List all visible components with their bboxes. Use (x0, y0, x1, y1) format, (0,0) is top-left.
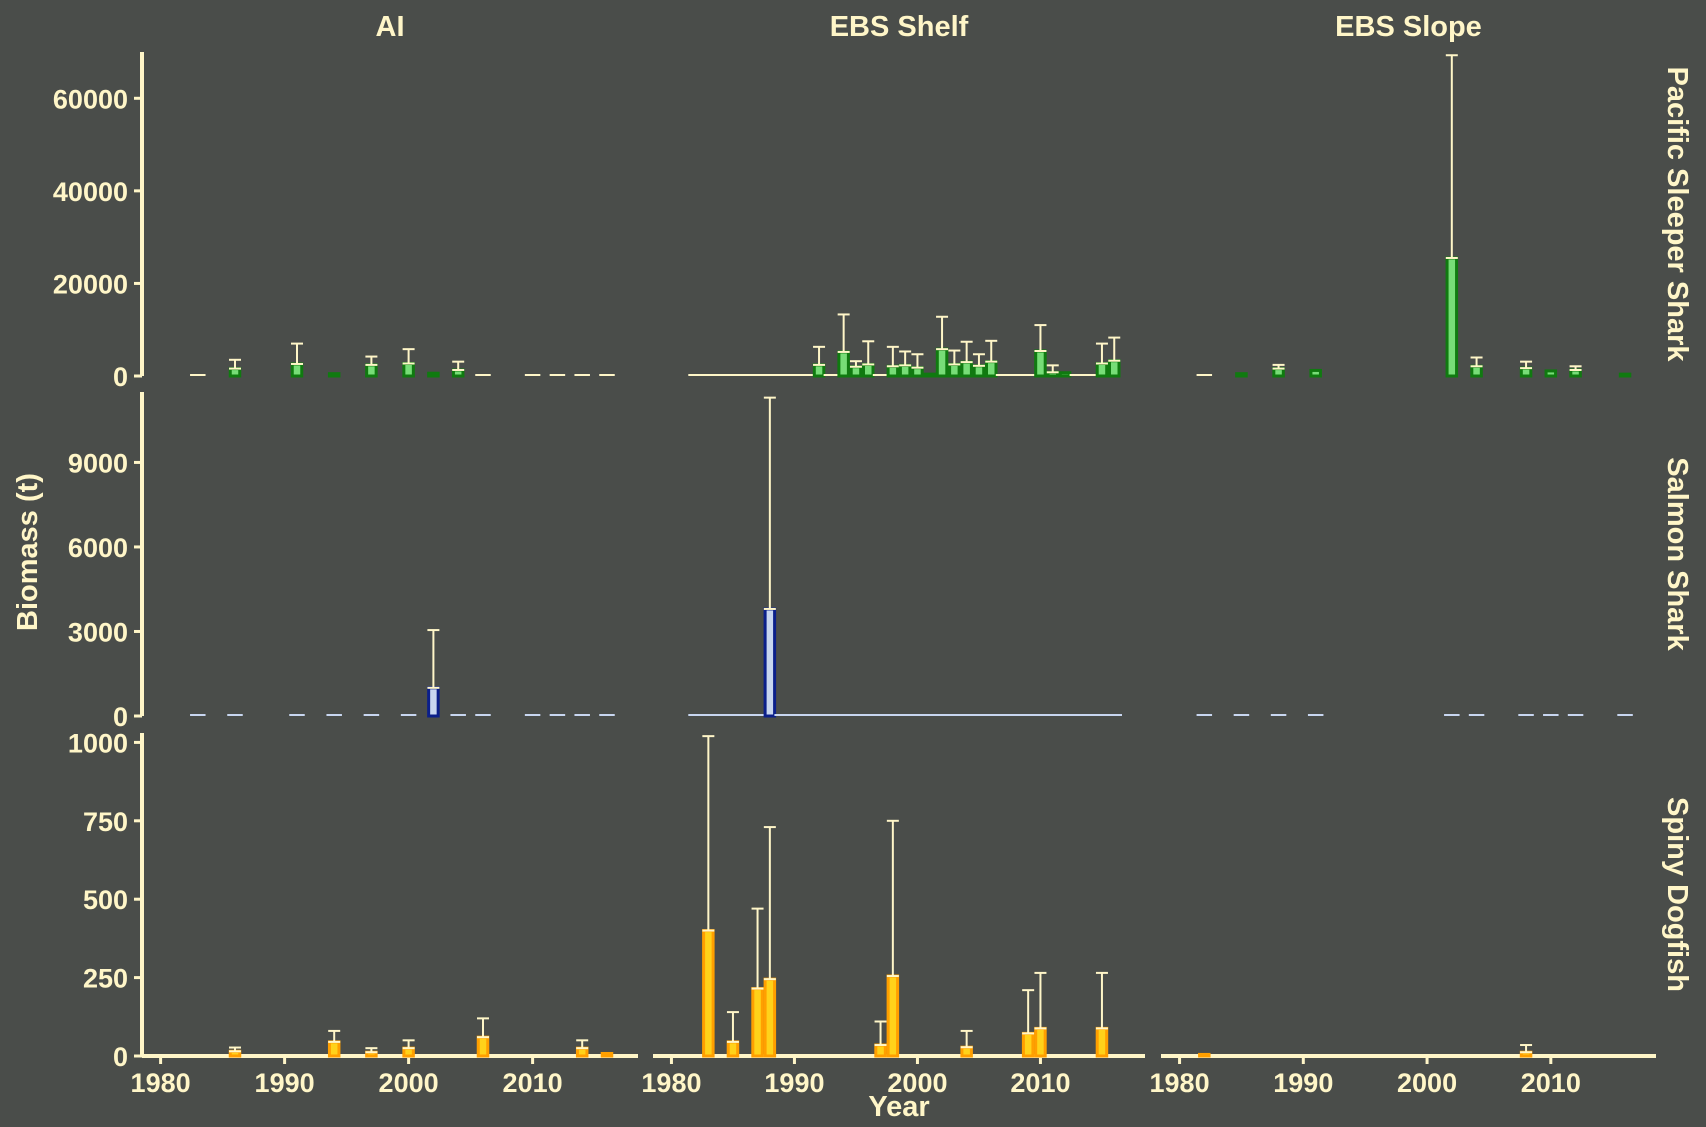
x-tick-label: 1990 (255, 1068, 315, 1098)
bar-pacific-sleeper-shark-ebs-shelf-2010 (1034, 349, 1047, 378)
bar-pacific-sleeper-shark-ai-2000 (402, 362, 415, 378)
y-tick-label: 1000 (68, 728, 128, 758)
bar-spiny-dogfish-ebs-slope-1982 (1198, 1052, 1211, 1058)
x-tick-label: 1980 (131, 1068, 191, 1098)
y-tick-label: 0 (113, 702, 128, 732)
x-tick-label: 2010 (1010, 1068, 1070, 1098)
column-title-ebs-shelf: EBS Shelf (830, 11, 969, 43)
bar-spiny-dogfish-ai-2006 (476, 1035, 490, 1058)
bar-pacific-sleeper-shark-ebs-slope-2004 (1470, 364, 1483, 378)
bar-spiny-dogfish-ebs-shelf-2015 (1095, 1026, 1109, 1058)
bar-pacific-sleeper-shark-ebs-shelf-2000 (911, 366, 924, 378)
bar-spiny-dogfish-ebs-shelf-1985 (726, 1040, 740, 1058)
bar-pacific-sleeper-shark-ebs-shelf-1999 (898, 363, 912, 378)
bar-pacific-sleeper-shark-ebs-shelf-2004 (960, 360, 973, 378)
bar-spiny-dogfish-ebs-shelf-2004 (960, 1045, 973, 1058)
y-tick-label: 20000 (53, 269, 128, 299)
y-tick-label: 0 (113, 1042, 128, 1072)
row-title-pacific-sleeper-shark: Pacific Sleeper Shark (1661, 67, 1693, 363)
bar-pacific-sleeper-shark-ebs-shelf-2005 (972, 364, 986, 378)
bar-pacific-sleeper-shark-ebs-slope-2008 (1519, 366, 1533, 378)
y-tick-label: 40000 (53, 177, 128, 207)
bar-spiny-dogfish-ebs-shelf-1988 (763, 977, 777, 1058)
x-tick-label: 1990 (764, 1068, 824, 1098)
bar-pacific-sleeper-shark-ebs-shelf-1992 (812, 363, 826, 378)
y-tick-label: 250 (83, 964, 128, 994)
bar-spiny-dogfish-ai-2016 (600, 1051, 614, 1058)
x-axis-label: Year (868, 1091, 929, 1122)
y-tick-label: 60000 (53, 84, 128, 114)
bar-spiny-dogfish-ebs-shelf-1997 (874, 1043, 887, 1058)
bar-pacific-sleeper-shark-ebs-shelf-1995 (849, 365, 863, 378)
bar-spiny-dogfish-ebs-shelf-2009 (1021, 1031, 1035, 1058)
bar-pacific-sleeper-shark-ebs-slope-1988 (1272, 367, 1285, 378)
bar-pacific-sleeper-shark-ebs-shelf-2006 (985, 360, 998, 378)
bar-spiny-dogfish-ai-2014 (575, 1046, 589, 1058)
column-title-ai: AI (376, 11, 405, 43)
bar-pacific-sleeper-shark-ebs-shelf-1994 (837, 350, 850, 378)
x-tick-label: 1990 (1273, 1068, 1333, 1098)
bar-pacific-sleeper-shark-ebs-slope-1991 (1309, 368, 1322, 378)
bar-pacific-sleeper-shark-ai-1994 (327, 372, 341, 378)
bar-spiny-dogfish-ai-2000 (402, 1046, 415, 1058)
bar-pacific-sleeper-shark-ebs-slope-2016 (1618, 372, 1632, 378)
bar-spiny-dogfish-ebs-shelf-1983 (702, 929, 715, 1058)
bar-pacific-sleeper-shark-ebs-shelf-1996 (862, 362, 875, 378)
bar-spiny-dogfish-ebs-shelf-2010 (1034, 1026, 1047, 1058)
bar-pacific-sleeper-shark-ai-1991 (290, 362, 304, 378)
y-tick-label: 6000 (68, 533, 128, 563)
bar-pacific-sleeper-shark-ebs-shelf-1998 (886, 364, 900, 378)
bar-salmon-shark-ai-2002 (427, 686, 440, 718)
bar-spiny-dogfish-ebs-shelf-1998 (886, 974, 900, 1058)
bar-pacific-sleeper-shark-ebs-shelf-2015 (1095, 362, 1109, 378)
bar-spiny-dogfish-ai-1994 (327, 1040, 341, 1058)
x-tick-label: 2010 (503, 1068, 563, 1098)
x-tick-label: 1980 (1150, 1068, 1210, 1098)
x-tick-label: 2000 (1397, 1068, 1457, 1098)
x-tick-label: 1980 (641, 1068, 701, 1098)
bar-salmon-shark-ebs-shelf-1988 (763, 607, 777, 718)
y-tick-label: 3000 (68, 617, 128, 647)
bar-pacific-sleeper-shark-ebs-shelf-2002 (935, 347, 949, 378)
column-title-ebs-slope: EBS Slope (1335, 11, 1482, 43)
x-tick-label: 2010 (1521, 1068, 1581, 1098)
bar-pacific-sleeper-shark-ebs-shelf-2016 (1108, 359, 1121, 378)
x-tick-label: 2000 (379, 1068, 439, 1098)
y-tick-label: 500 (83, 885, 128, 915)
bar-pacific-sleeper-shark-ai-2002 (427, 371, 440, 378)
x-tick-label: 2000 (887, 1068, 947, 1098)
bar-pacific-sleeper-shark-ai-1986 (228, 367, 242, 378)
y-tick-label: 750 (83, 807, 128, 837)
bar-pacific-sleeper-shark-ebs-shelf-2003 (948, 362, 961, 378)
row-title-spiny-dogfish: Spiny Dogfish (1661, 797, 1693, 992)
row-title-salmon-shark: Salmon Shark (1661, 457, 1693, 651)
bar-pacific-sleeper-shark-ebs-slope-1985 (1235, 372, 1248, 378)
bar-pacific-sleeper-shark-ebs-shelf-2001 (923, 372, 936, 378)
bar-pacific-sleeper-shark-ebs-slope-2010 (1544, 369, 1558, 378)
bar-spiny-dogfish-ebs-shelf-1987 (751, 987, 764, 1058)
bar-pacific-sleeper-shark-ebs-slope-2002 (1445, 256, 1459, 378)
bar-pacific-sleeper-shark-ai-1997 (365, 363, 378, 378)
bar-pacific-sleeper-shark-ebs-shelf-2012 (1058, 371, 1072, 378)
y-tick-label: 9000 (68, 448, 128, 478)
y-axis-label: Biomass (t) (12, 473, 44, 631)
y-tick-label: 0 (113, 362, 128, 392)
